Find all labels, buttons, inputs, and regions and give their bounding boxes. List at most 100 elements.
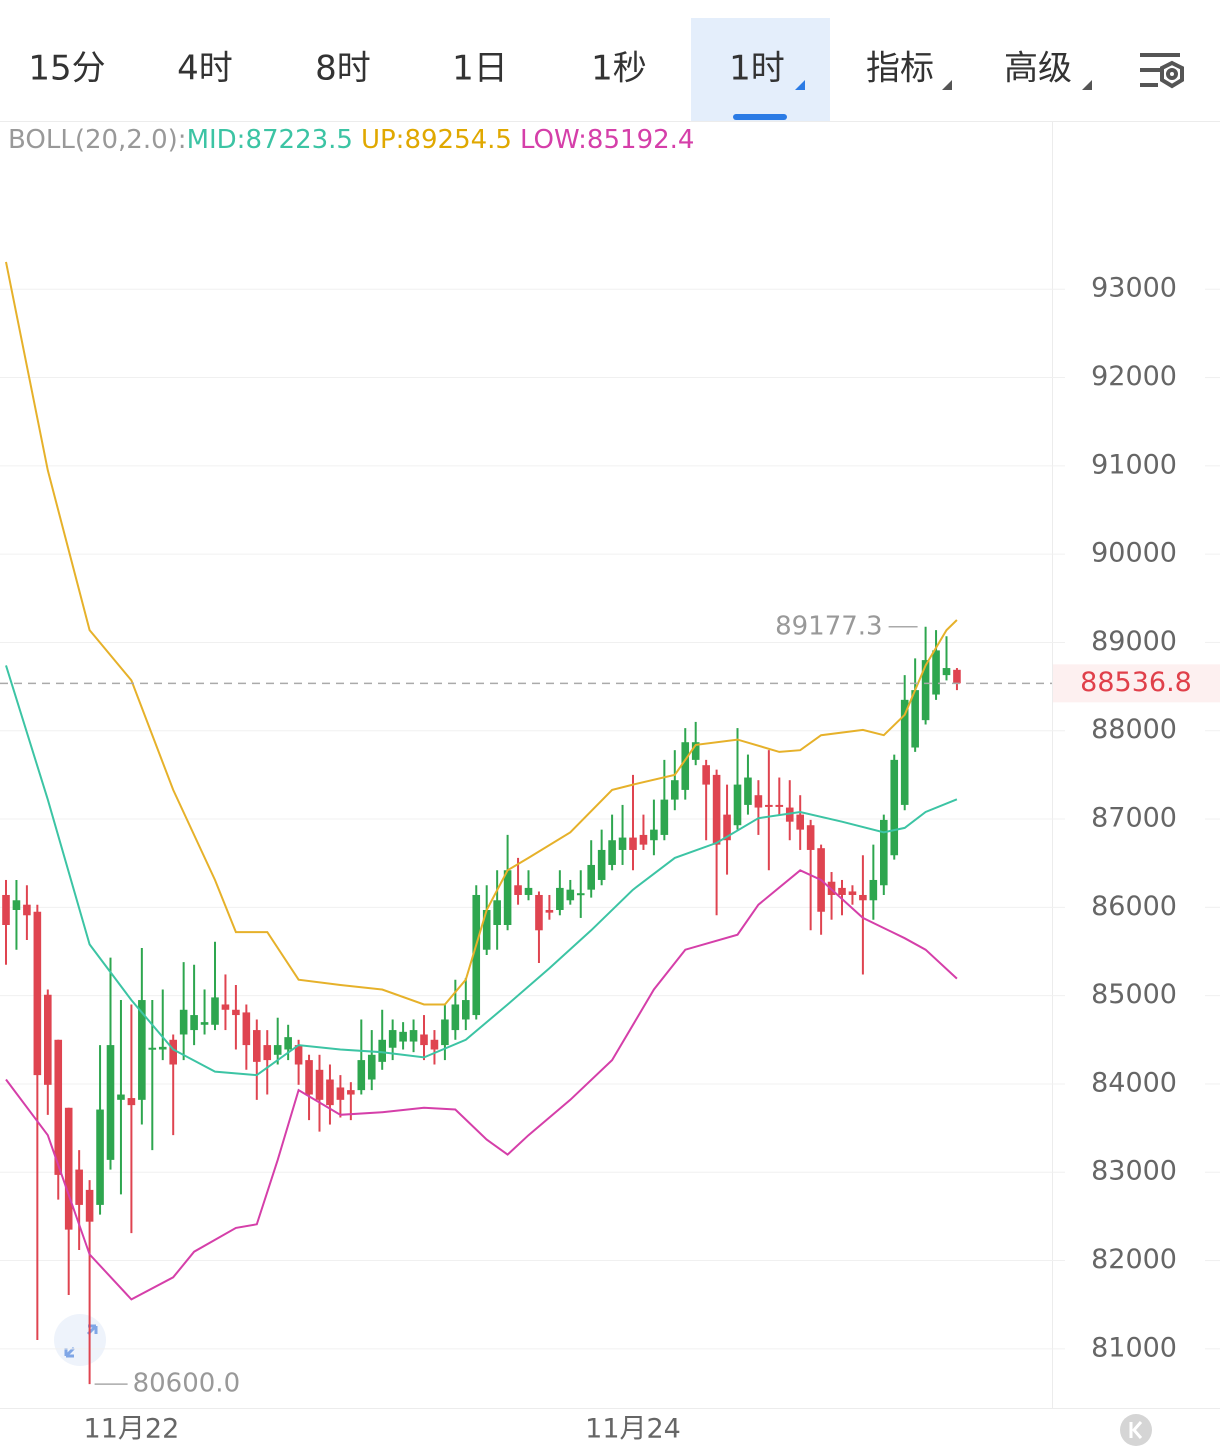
candle-body bbox=[23, 904, 31, 916]
tab[interactable]: 1时 bbox=[729, 49, 785, 89]
y-tick-label: 83000 bbox=[1091, 1156, 1177, 1187]
candle-body bbox=[754, 795, 763, 808]
candle-body bbox=[148, 1047, 157, 1050]
candle-body bbox=[85, 1189, 94, 1222]
candle-body bbox=[618, 837, 627, 850]
candle-body bbox=[305, 1060, 313, 1095]
candle-body bbox=[221, 1004, 230, 1010]
candle-body bbox=[294, 1045, 303, 1065]
candle-body bbox=[838, 887, 846, 895]
candle-body bbox=[650, 829, 658, 841]
tab[interactable]: 4时 bbox=[177, 49, 233, 89]
candle-body bbox=[608, 840, 616, 865]
candle-body bbox=[942, 668, 951, 676]
candle-body bbox=[785, 807, 794, 822]
candle-body bbox=[347, 1090, 355, 1095]
candle-body bbox=[733, 784, 742, 826]
active-tab-indicator bbox=[733, 114, 787, 120]
candle-body bbox=[441, 1019, 449, 1046]
candle-body bbox=[723, 814, 731, 841]
high-label: 89177.3 bbox=[775, 611, 883, 641]
tab[interactable]: 高级 bbox=[1004, 49, 1072, 89]
candle-body bbox=[117, 1094, 125, 1100]
y-tick-label: 90000 bbox=[1091, 538, 1177, 569]
candle-body bbox=[744, 777, 752, 805]
indicator-mid: MID:87223.5 bbox=[187, 125, 353, 155]
candle-body bbox=[472, 894, 481, 1016]
candle-body bbox=[806, 825, 815, 850]
candle-body bbox=[482, 909, 491, 950]
candle-body bbox=[336, 1087, 345, 1100]
candle-body bbox=[890, 759, 899, 856]
candle-body bbox=[900, 699, 909, 805]
candle-body bbox=[556, 887, 564, 910]
tab[interactable]: 8时 bbox=[315, 49, 371, 89]
candle-body bbox=[409, 1030, 418, 1042]
y-tick-label: 88000 bbox=[1091, 714, 1177, 745]
candle-body bbox=[880, 819, 888, 886]
candle-body bbox=[953, 669, 961, 684]
candle-body bbox=[326, 1079, 334, 1106]
tab[interactable]: 1秒 bbox=[591, 49, 647, 89]
candle-body bbox=[378, 1039, 386, 1062]
candle-body bbox=[232, 1009, 240, 1016]
candle-body bbox=[430, 1039, 439, 1050]
settings-icon[interactable] bbox=[1140, 53, 1184, 89]
candle-body bbox=[211, 997, 219, 1025]
y-tick-label: 89000 bbox=[1091, 626, 1177, 657]
indicator-low: LOW:85192.4 bbox=[520, 125, 694, 155]
indicator-name: BOLL(20,2.0): bbox=[8, 125, 187, 155]
indicator-up: UP:89254.5 bbox=[361, 125, 512, 155]
tab[interactable]: 1日 bbox=[452, 49, 508, 89]
x-tick-label: 11月22 bbox=[84, 1414, 180, 1445]
expand-button[interactable] bbox=[54, 1314, 106, 1366]
y-tick-label: 86000 bbox=[1091, 891, 1177, 922]
y-tick-label: 82000 bbox=[1091, 1244, 1177, 1275]
last-price-box bbox=[1053, 664, 1220, 703]
candle-body bbox=[44, 994, 52, 1085]
candle-body bbox=[179, 1009, 188, 1035]
low-label: 80600.0 bbox=[133, 1369, 241, 1399]
candle-body bbox=[54, 1039, 63, 1175]
candle-body bbox=[712, 774, 721, 845]
candle-body bbox=[911, 690, 919, 748]
candle-body bbox=[921, 660, 930, 721]
y-tick-label: 87000 bbox=[1091, 803, 1177, 834]
y-tick-label: 93000 bbox=[1091, 273, 1177, 304]
dropdown-mark bbox=[1082, 80, 1092, 90]
y-tick-label: 92000 bbox=[1091, 361, 1177, 392]
y-tick-label: 84000 bbox=[1091, 1067, 1177, 1098]
candle-body bbox=[315, 1069, 324, 1100]
candle-body bbox=[399, 1031, 407, 1042]
candle-body bbox=[462, 1000, 470, 1020]
candle-body bbox=[357, 1060, 366, 1091]
candle-body bbox=[775, 804, 784, 807]
candle-body bbox=[848, 891, 857, 895]
candle-body bbox=[96, 1109, 104, 1205]
scroll-end-button[interactable] bbox=[1120, 1414, 1152, 1446]
candle-body bbox=[64, 1107, 73, 1230]
tab[interactable]: 15分 bbox=[28, 49, 105, 89]
candle-body bbox=[566, 889, 575, 901]
candle-body bbox=[190, 1015, 198, 1031]
candle-body bbox=[420, 1034, 428, 1046]
candle-body bbox=[33, 911, 42, 1076]
candle-body bbox=[796, 814, 804, 830]
candle-body bbox=[514, 885, 522, 895]
candle-body bbox=[200, 1022, 209, 1025]
candle-body bbox=[524, 887, 533, 895]
candle-body bbox=[702, 765, 710, 785]
candle-body bbox=[169, 1039, 177, 1065]
candle-body bbox=[597, 849, 606, 880]
candle-body bbox=[671, 780, 679, 800]
candle-body bbox=[859, 894, 867, 901]
band-line bbox=[5, 665, 958, 1077]
candle-body bbox=[284, 1037, 292, 1050]
tab[interactable]: 指标 bbox=[866, 49, 934, 89]
candle-body bbox=[253, 1030, 261, 1062]
band-line bbox=[5, 869, 958, 1301]
candle-body bbox=[765, 804, 773, 807]
dropdown-mark bbox=[795, 80, 805, 90]
